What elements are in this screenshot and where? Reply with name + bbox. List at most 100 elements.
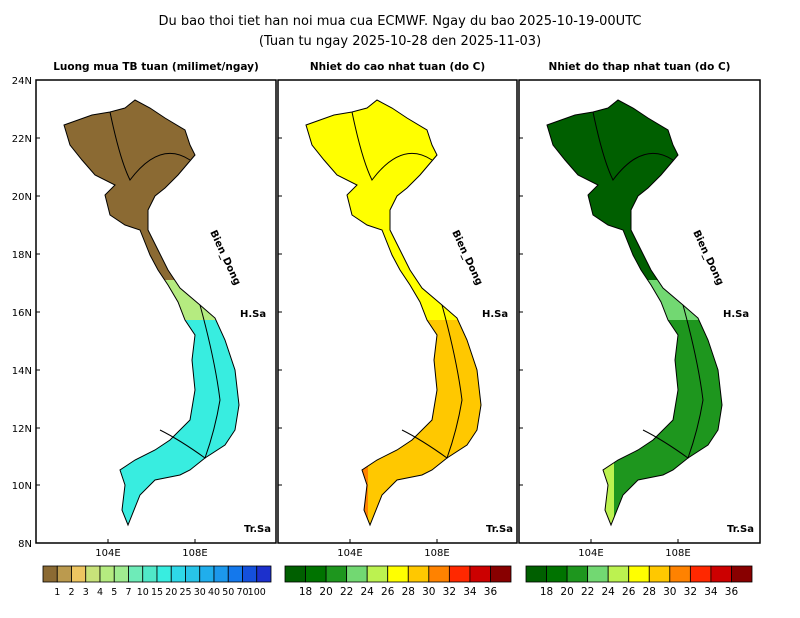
lon-tick-label: 108E [182, 548, 207, 559]
colorbar-swatch [566, 565, 589, 583]
lat-tick-label: 10N [12, 481, 32, 492]
colorbar-swatch [428, 565, 450, 583]
colorbar-label: 20 [319, 586, 332, 598]
region-boundary [592, 111, 674, 181]
colorbar-label: 28 [643, 586, 656, 598]
colorbar-2: 18 20 22 24 26 28 30 32 34 36 [284, 565, 512, 598]
panel-title: Nhiet do cao nhat tuan (do C) [310, 61, 485, 73]
colorbar-swatch [242, 565, 258, 583]
lon-tick-label: 108E [424, 548, 449, 559]
lat-tick-label: 16N [12, 308, 32, 319]
colorbar-swatch [284, 565, 306, 583]
colorbar-label: 34 [704, 586, 718, 598]
colorbar-label: 10 [137, 587, 149, 598]
lon-tick-label: 104E [337, 548, 362, 559]
colorbar-label: 26 [381, 586, 395, 598]
colorbar-swatch [587, 565, 609, 583]
colorbar-label: 24 [601, 586, 615, 598]
colorbar-swatch [387, 565, 409, 583]
colorbar-swatch [525, 565, 547, 583]
colorbar-3: 18 20 22 24 26 28 30 32 34 36 [525, 565, 753, 598]
colorbar-swatch [490, 565, 512, 583]
colorbar-label: 24 [360, 586, 374, 598]
colorbar-swatch [142, 565, 158, 583]
colorbar-label: 30 [194, 587, 206, 598]
colorbar-swatch [71, 565, 87, 583]
colorbar-swatch [469, 565, 491, 583]
colorbar-swatch [85, 565, 101, 583]
region-boundary [642, 304, 704, 459]
colorbar-swatch [669, 565, 691, 583]
colorbar-label: 50 [222, 587, 234, 598]
region-boundary [351, 111, 433, 181]
colorbar-swatch [731, 565, 753, 583]
colorbar-label: 22 [340, 586, 353, 598]
lat-tick-label: 8N [18, 539, 32, 550]
region-boundary [109, 111, 191, 181]
spratly-label: Tr.Sa [727, 524, 754, 535]
colorbar-label: 1 [54, 587, 60, 598]
colorbar-label: 3 [83, 587, 89, 598]
paracel-label: H.Sa [723, 309, 749, 320]
colorbar-swatch [366, 565, 389, 583]
colorbar-1: 1 2 3 4 5 7 10 15 20 25 30 40 50 70 100 [42, 565, 272, 598]
colorbar-label: 7 [125, 587, 131, 598]
colorbar-label: 100 [248, 587, 266, 598]
colorbar-swatch [227, 565, 243, 583]
lat-tick-label: 24N [12, 76, 32, 87]
coastline [305, 99, 482, 527]
lat-tick-label: 14N [12, 366, 32, 377]
colorbar-swatch [546, 565, 568, 583]
map-panel-3: Nhiet do thap nhat tuan (do C) 104E 108E Bi… [518, 61, 761, 598]
colorbar-label: 30 [422, 586, 435, 598]
region-boundary [159, 304, 221, 459]
colorbar-label: 20 [165, 587, 177, 598]
colorbar-swatch [305, 565, 327, 583]
colorbar-swatch [648, 565, 671, 583]
colorbar-label: 70 [236, 587, 248, 598]
colorbar-label: 18 [540, 586, 553, 598]
colorbar-label: 15 [151, 587, 163, 598]
colorbar-swatch [213, 565, 229, 583]
colorbar-label: 34 [463, 586, 477, 598]
colorbar-label: 32 [443, 586, 456, 598]
lat-tick-label: 22N [12, 134, 32, 145]
panel-title: Luong mua TB tuan (milimet/ngay) [53, 61, 259, 73]
colorbar-swatch [607, 565, 630, 583]
paracel-label: H.Sa [482, 309, 508, 320]
spratly-label: Tr.Sa [486, 524, 513, 535]
sea-label: Bien_Dong [449, 229, 484, 287]
colorbar-label: 36 [484, 586, 498, 598]
lon-tick-label: 108E [665, 548, 690, 559]
lat-tick-label: 12N [12, 424, 32, 435]
colorbar-swatch [199, 565, 215, 583]
colorbar-label: 30 [663, 586, 676, 598]
colorbar-label: 28 [402, 586, 415, 598]
colorbar-swatch [448, 565, 471, 583]
region-boundary [401, 304, 463, 459]
map-panel-2: Nhiet do cao nhat tuan (do C) 104E 108E Bie… [277, 61, 518, 598]
sea-label: Bien_Dong [207, 229, 242, 287]
sea-label: Bien_Dong [690, 229, 725, 287]
colorbar-label: 40 [208, 587, 220, 598]
colorbar-swatch [128, 565, 144, 583]
colorbar-swatch [710, 565, 732, 583]
colorbar-swatch [170, 565, 186, 583]
map-panel-1: Luong mua TB tuan (milimet/ngay) 104E 108E… [35, 61, 277, 598]
figure-title-line1: Du bao thoi tiet han noi mua cua ECMWF. … [158, 14, 642, 29]
lat-tick-label: 20N [12, 192, 32, 203]
colorbar-swatch [156, 565, 172, 583]
figure-title-line2: (Tuan tu ngay 2025-10-28 den 2025-11-03) [258, 34, 542, 49]
colorbar-swatch [407, 565, 430, 583]
colorbar-label: 32 [684, 586, 697, 598]
colorbar-swatch [346, 565, 368, 583]
coastline [546, 99, 723, 527]
colorbar-label: 2 [68, 587, 74, 598]
colorbar-swatch [56, 565, 72, 583]
colorbar-swatch [185, 565, 201, 583]
colorbar-swatch [325, 565, 348, 583]
colorbar-swatch [99, 565, 115, 583]
lat-tick-label: 18N [12, 250, 32, 261]
